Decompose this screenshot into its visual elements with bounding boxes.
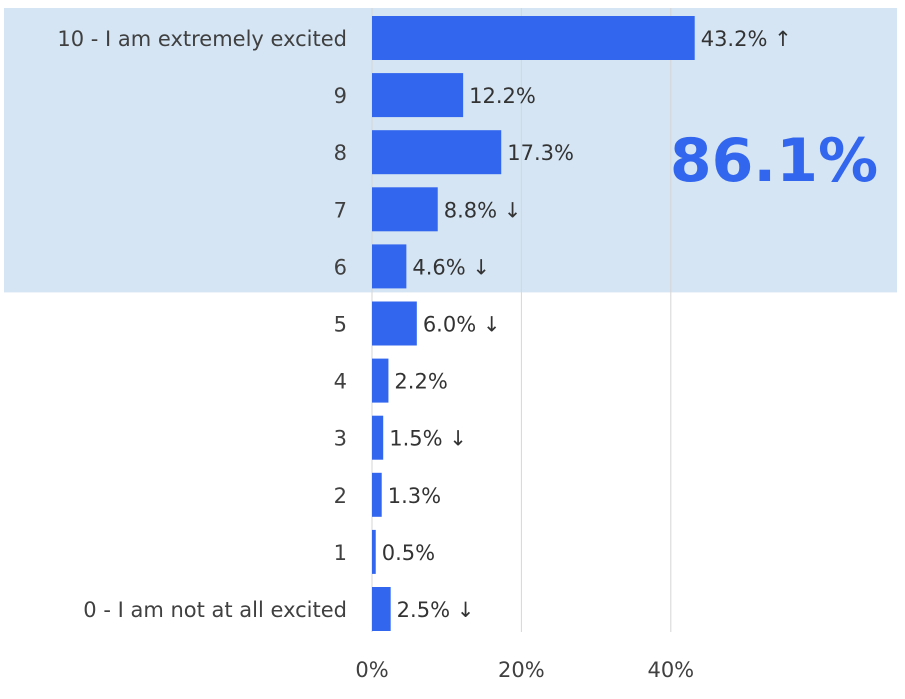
- category-label: 1: [334, 541, 347, 565]
- value-label: 17.3%: [507, 141, 574, 165]
- category-label: 8: [334, 141, 347, 165]
- bar-10: [372, 587, 391, 631]
- value-label: 1.3%: [388, 484, 441, 508]
- bar-1: [372, 73, 464, 118]
- category-label: 4: [334, 370, 347, 394]
- bar-4: [372, 244, 407, 289]
- value-label: 12.2%: [469, 84, 536, 108]
- bar-5: [372, 301, 417, 346]
- bar-3: [372, 187, 438, 232]
- value-label: 6.0% ↓: [423, 313, 501, 337]
- value-label: 43.2% ↑: [701, 27, 792, 51]
- category-label: 10 - I am extremely excited: [57, 27, 347, 51]
- bars: [372, 16, 695, 631]
- category-label: 7: [334, 198, 347, 222]
- category-label: 5: [334, 313, 347, 337]
- bar-7: [372, 415, 384, 460]
- value-label: 0.5%: [382, 541, 435, 565]
- value-label: 8.8% ↓: [444, 198, 522, 222]
- category-label: 3: [334, 427, 347, 451]
- value-label: 2.5% ↓: [397, 598, 475, 622]
- category-label: 6: [334, 255, 347, 279]
- x-tick-label: 0%: [355, 658, 388, 682]
- value-label: 4.6% ↓: [412, 255, 490, 279]
- bar-6: [372, 358, 389, 403]
- highlight-total-label: 86.1%: [670, 126, 878, 196]
- bar-2: [372, 130, 502, 175]
- bar-9: [372, 529, 376, 574]
- category-label: 9: [334, 84, 347, 108]
- x-tick-label: 20%: [498, 658, 545, 682]
- bar-0: [372, 16, 695, 60]
- value-label: 1.5% ↓: [389, 427, 467, 451]
- value-label: 2.2%: [394, 370, 447, 394]
- bar-8: [372, 472, 382, 517]
- labels: 10 - I am extremely excited 43.2% ↑9 12.2%…: [57, 27, 791, 682]
- category-label: 0 - I am not at all excited: [83, 598, 347, 622]
- category-label: 2: [334, 484, 347, 508]
- x-tick-label: 40%: [647, 658, 694, 682]
